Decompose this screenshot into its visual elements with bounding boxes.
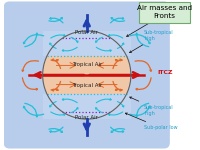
- Text: Polar Air: Polar Air: [75, 30, 98, 35]
- Text: Air masses and
Fronts: Air masses and Fronts: [137, 6, 192, 20]
- Text: Tropical Air: Tropical Air: [72, 62, 102, 67]
- Bar: [43, 31, 131, 56]
- FancyBboxPatch shape: [139, 2, 190, 23]
- Circle shape: [43, 31, 131, 119]
- Text: Sub-polar low: Sub-polar low: [125, 113, 178, 130]
- Bar: [43, 94, 131, 119]
- Text: Sub-tropical
high: Sub-tropical high: [130, 97, 174, 116]
- Text: Polar Air: Polar Air: [75, 115, 98, 120]
- Text: Tropical Air: Tropical Air: [72, 83, 102, 88]
- Text: Sub-polar low: Sub-polar low: [127, 14, 178, 36]
- Text: Sub-tropical
high: Sub-tropical high: [130, 30, 174, 53]
- Text: ITCZ: ITCZ: [157, 70, 173, 75]
- FancyBboxPatch shape: [4, 2, 170, 148]
